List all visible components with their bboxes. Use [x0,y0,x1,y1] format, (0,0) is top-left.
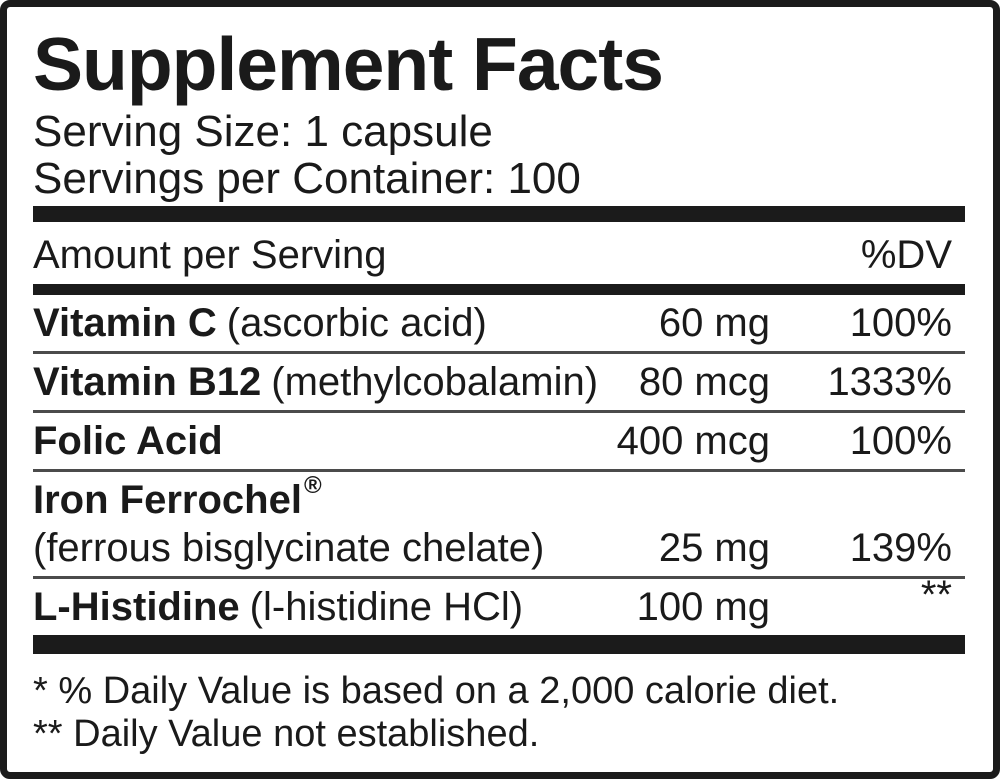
table-row-l-histidine: L-Histidine (l-histidine HCl) 100 mg ** [33,574,965,635]
nutrient-name-line: Iron Ferrochel® [33,472,965,527]
amount-value: 100 mg [636,585,770,629]
footnote-daily-value: * % Daily Value is based on a 2,000 calo… [33,670,840,712]
nutrient-name: Iron Ferrochel [33,478,302,522]
dv-not-established-asterisks: ** [920,573,952,617]
table-row-folic-acid: Folic Acid 400 mcg 100% [33,410,965,469]
header-separator-bar [33,284,965,295]
nutrient-detail: (ferrous bisglycinate chelate) [33,526,545,570]
nutrient-name: Folic Acid [33,419,223,463]
dv-value: 100% [849,301,952,345]
dv-value: ** [770,574,965,628]
table-row-vitamin-c: Vitamin C (ascorbic acid) 60 mg 100% [33,295,965,351]
nutrient-name: Vitamin C [33,301,217,345]
footnotes-section: * % Daily Value is based on a 2,000 calo… [33,670,965,756]
table-row-iron-ferrochel: Iron Ferrochel® (ferrous bisglycinate ch… [33,469,965,576]
table-row-vitamin-b12: Vitamin B12 (methylcobalamin) 80 mcg 1333… [33,351,965,410]
serving-size-line: Serving Size: 1 capsule [33,107,493,156]
dv-value: 100% [849,419,952,463]
bottom-thick-separator-bar [33,635,965,654]
nutrient-detail: (ascorbic acid) [226,301,487,345]
amount-value: 25 mg [658,526,770,570]
amount-value: 80 mcg [638,360,770,404]
footnote-not-established: ** Daily Value not established. [33,713,540,755]
amount-per-serving-header: Amount per Serving [33,233,387,277]
registered-trademark-symbol: ® [303,472,322,499]
nutrient-detail-line: (ferrous bisglycinate chelate) 25 mg 139… [33,527,965,569]
dv-value: 1333% [827,360,952,404]
dv-value: 139% [849,526,952,570]
page-title: Supplement Facts [33,22,664,106]
amount-value: 400 mcg [616,419,770,463]
nutrient-name: Vitamin B12 [33,360,262,404]
column-header-row: Amount per Serving %DV [33,222,965,284]
amount-value: 60 mg [658,301,770,345]
dv-header: %DV [860,233,952,277]
nutrient-detail: (l-histidine HCl) [249,585,524,629]
nutrient-detail: (methylcobalamin) [271,360,599,404]
top-thick-separator-bar [33,206,965,222]
nutrient-name: L-Histidine [33,585,240,629]
servings-per-container-line: Servings per Container: 100 [33,154,581,203]
